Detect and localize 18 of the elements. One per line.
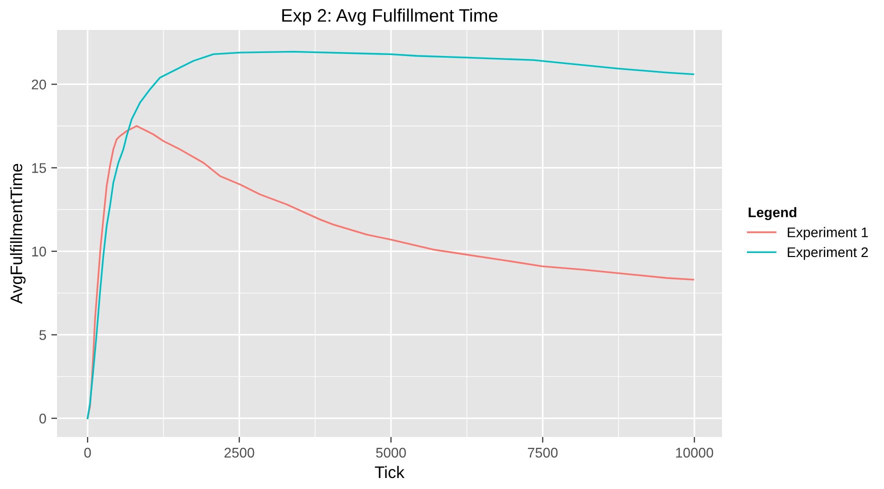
chart-title: Exp 2: Avg Fulfillment Time [282,8,498,26]
y-tick-label: 10 [32,246,46,256]
line-series [86,125,694,420]
x-tick-label: 7500 [528,448,558,458]
x-tick-label: 5000 [376,448,406,458]
x-axis-title: Tick [374,466,404,478]
y-tick-label: 20 [32,80,46,90]
x-tick-label: 2500 [224,448,254,458]
y-tick-label: 15 [32,163,46,173]
y-tick-label: 0 [39,414,46,424]
y-tick-label: 5 [39,330,46,340]
legend-title: Legend [748,207,796,220]
x-tick-label: 10000 [676,448,714,458]
legend-label: Experiment 1 [788,227,868,240]
line-series [86,50,694,420]
x-tick-label: 0 [84,448,91,458]
legend-label: Experiment 2 [788,246,868,260]
y-axis-title: AvgFulfillmentTime [10,164,26,304]
